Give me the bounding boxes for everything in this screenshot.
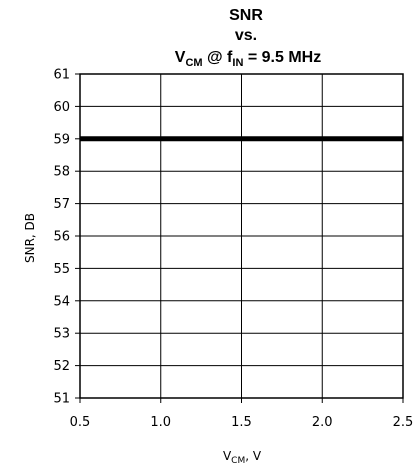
y-tick-label-8: 59 [53,132,70,147]
y-tick-label-1: 52 [53,359,70,374]
plot-border [79,73,404,399]
x-tick-labels: 0.5 1.0 1.5 2.0 2.5 [70,415,414,430]
y-tick-label-9: 60 [53,100,70,115]
y-tick-label-6: 57 [53,197,70,212]
y-axis-label: SNR, DB [23,213,37,263]
y-tick-label-4: 55 [53,262,70,277]
grid [79,73,404,399]
title-freq: = 9.5 MHz [243,49,321,66]
chart-title-line2: vs. [235,27,257,44]
x-tick-label-2: 1.5 [231,415,252,430]
x-axis-label: VCM, V [223,449,262,466]
y-tick-label-3: 54 [53,294,70,309]
x-label-sub: CM [231,456,245,466]
x-label-unit: , V [245,449,262,463]
title-at-f: @ f [203,49,233,66]
chart-title-line1: SNR [229,7,263,24]
y-tick-labels: 51 52 53 54 55 56 57 58 59 60 61 [53,68,70,407]
y-tick-label-0: 51 [53,392,70,407]
y-tick-label-2: 53 [53,327,70,342]
title-fin-sub: IN [232,57,243,69]
y-tick-label-7: 58 [53,165,70,180]
x-tick-label-1: 1.0 [150,415,171,430]
x-tick-label-0: 0.5 [70,415,91,430]
y-tick-label-10: 61 [53,68,70,83]
y-tick-label-5: 56 [53,230,70,245]
chart-title-line3: VCM @ fIN = 9.5 MHz [175,49,321,69]
title-vcm-v: V [175,49,186,66]
title-vcm-sub: CM [185,57,202,69]
x-label-v: V [223,449,232,463]
plot-frame [75,73,404,403]
x-tick-label-4: 2.5 [393,415,414,430]
x-tick-label-3: 2.0 [312,415,333,430]
